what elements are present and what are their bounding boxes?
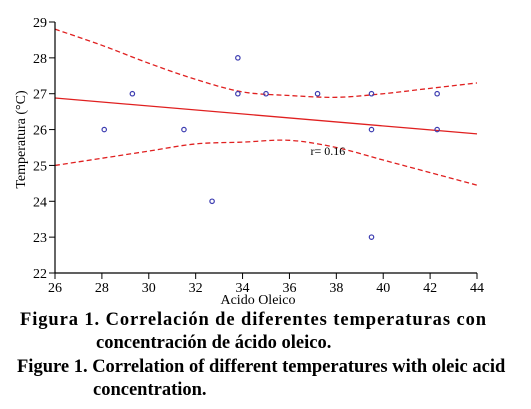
- x-tick-label: 26: [48, 281, 62, 296]
- confidence-upper: [54, 28, 478, 98]
- data-point: [314, 90, 321, 97]
- axes: 26 28 30 32 34 36 38 40 42 44 22 23 24 25 26 27 28 29: [33, 16, 484, 296]
- caption-spanish-line1: Figura 1. Correlación de diferentes temp…: [20, 310, 487, 330]
- x-tick-label: 32: [189, 281, 203, 296]
- x-tick-label: 38: [329, 281, 343, 296]
- confidence-lower: [54, 139, 478, 186]
- x-axis-label: Acido Oleico: [220, 293, 295, 305]
- data-point: [368, 90, 375, 97]
- data-point: [209, 198, 215, 205]
- data-points: [101, 55, 440, 240]
- data-point: [129, 90, 136, 97]
- y-tick-label: 29: [33, 16, 47, 31]
- confidence-band: [54, 28, 478, 186]
- caption-english-line2: concentration.: [93, 380, 207, 400]
- data-point: [181, 126, 187, 133]
- caption-spanish-line2: concentración de ácido oleico.: [96, 333, 332, 353]
- y-tick-label: 24: [33, 195, 47, 210]
- y-tick-label: 27: [33, 88, 47, 103]
- y-tick-label: 25: [33, 159, 47, 174]
- x-tick-label: 30: [142, 281, 156, 296]
- regression-line: [54, 97, 478, 135]
- x-tick-label: 34: [236, 281, 250, 296]
- x-tick-label: 40: [376, 281, 390, 296]
- data-point: [101, 126, 108, 133]
- y-tick-label: 28: [33, 52, 47, 67]
- data-point: [434, 126, 440, 133]
- x-tick-label: 42: [423, 281, 437, 296]
- data-point: [235, 55, 241, 61]
- x-tick-label: 28: [95, 281, 109, 296]
- x-tick-label: 44: [470, 281, 484, 296]
- correlation-annotation: r= 0.16: [311, 144, 346, 158]
- data-point: [263, 90, 269, 97]
- regression-line-group: [54, 97, 478, 135]
- data-point: [235, 90, 241, 97]
- data-point: [368, 234, 375, 240]
- scatter-chart: 26 28 30 32 34 36 38 40 42 44 22 23 24 25 26 27 28 29 r= …: [14, 16, 484, 305]
- y-tick-label: 26: [33, 124, 47, 139]
- data-point: [368, 126, 375, 133]
- y-tick-label: 22: [33, 267, 47, 282]
- y-tick-label: 23: [33, 231, 47, 246]
- y-axis-label: Temperatura (°C): [14, 90, 29, 189]
- x-tick-label: 36: [282, 281, 296, 296]
- data-point: [434, 90, 440, 97]
- caption-english-line1: Figure 1. Correlation of different tempe…: [17, 357, 506, 377]
